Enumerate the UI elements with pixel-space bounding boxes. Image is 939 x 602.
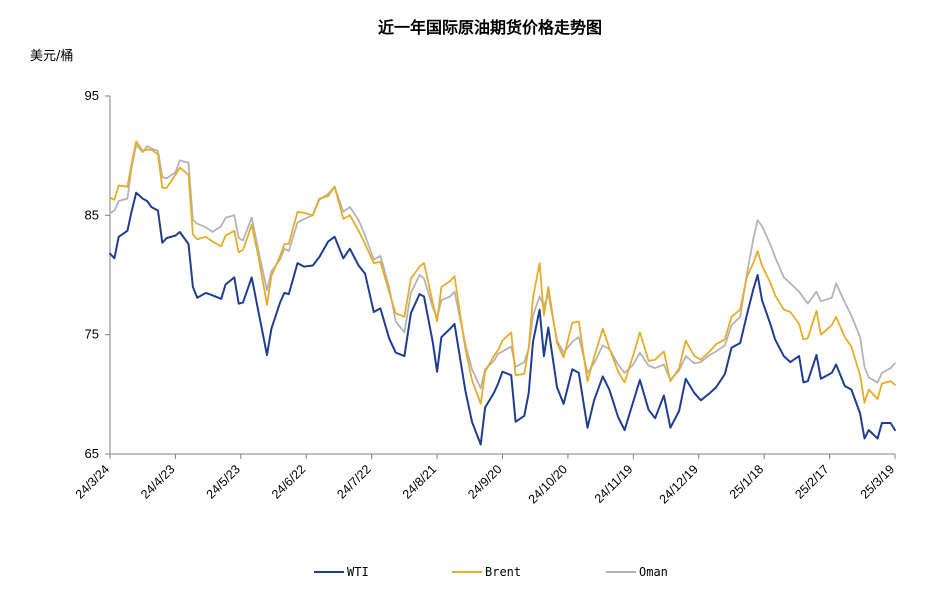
y-tick-label: 95 bbox=[85, 88, 99, 103]
x-tick-label: 24/6/22 bbox=[269, 462, 308, 501]
x-tick-label: 24/10/20 bbox=[526, 462, 570, 506]
x-tick-label: 25/2/17 bbox=[792, 462, 831, 501]
x-tick-label: 24/7/22 bbox=[334, 462, 373, 501]
series-line-brent bbox=[109, 140, 896, 405]
y-tick-label: 85 bbox=[85, 207, 99, 222]
series-line-oman bbox=[109, 144, 896, 390]
legend: WTI Brent Oman bbox=[314, 565, 668, 579]
x-tick-label: 24/3/24 bbox=[73, 462, 112, 501]
legend-label-wti: WTI bbox=[347, 565, 369, 579]
x-tick-label: 25/1/18 bbox=[727, 462, 766, 501]
y-axis-unit-label: 美元/桶 bbox=[30, 49, 73, 64]
y-tick-label: 65 bbox=[85, 446, 99, 461]
legend-label-brent: Brent bbox=[485, 565, 521, 579]
x-tick-label: 24/9/20 bbox=[465, 462, 504, 501]
chart-title: 近一年国际原油期货价格走势图 bbox=[378, 18, 602, 37]
x-tick-label: 24/11/19 bbox=[592, 462, 636, 506]
x-tick-label: 24/12/19 bbox=[657, 462, 701, 506]
series-line-wti bbox=[109, 191, 896, 446]
x-tick-label: 24/4/23 bbox=[138, 462, 177, 501]
x-tick-label: 24/8/21 bbox=[400, 462, 439, 501]
series-layer bbox=[109, 140, 896, 446]
x-tick-label: 24/5/23 bbox=[204, 462, 243, 501]
y-tick-label: 75 bbox=[85, 327, 99, 342]
x-tick-label: 25/3/19 bbox=[858, 462, 897, 501]
legend-label-oman: Oman bbox=[639, 565, 668, 579]
